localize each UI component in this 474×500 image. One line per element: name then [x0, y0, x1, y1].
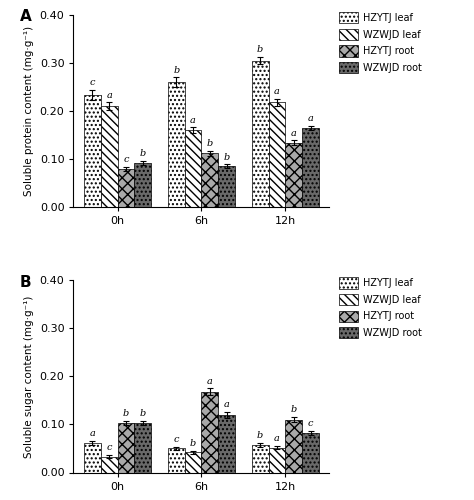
Bar	[218, 415, 235, 472]
Text: c: c	[90, 78, 95, 87]
Text: b: b	[257, 431, 264, 440]
Text: a: a	[224, 400, 229, 409]
Text: b: b	[123, 408, 129, 418]
Bar	[134, 163, 151, 207]
Legend: HZYTJ leaf, WZWJD leaf, HZYTJ root, WZWJD root: HZYTJ leaf, WZWJD leaf, HZYTJ root, WZWJ…	[337, 10, 424, 75]
Bar	[285, 420, 302, 472]
Bar	[168, 82, 185, 207]
Text: a: a	[207, 376, 213, 386]
Bar	[201, 154, 218, 207]
Text: a: a	[106, 90, 112, 100]
Text: b: b	[190, 439, 196, 448]
Bar	[185, 130, 201, 207]
Bar	[269, 102, 285, 207]
Bar	[252, 444, 269, 472]
Bar	[269, 448, 285, 472]
Text: b: b	[207, 139, 213, 148]
Bar	[168, 448, 185, 472]
Bar	[84, 442, 101, 472]
Bar	[185, 452, 201, 472]
Bar	[201, 392, 218, 472]
Text: a: a	[90, 429, 95, 438]
Y-axis label: Soluble protein content (mg·g⁻¹): Soluble protein content (mg·g⁻¹)	[24, 26, 34, 196]
Legend: HZYTJ leaf, WZWJD leaf, HZYTJ root, WZWJD root: HZYTJ leaf, WZWJD leaf, HZYTJ root, WZWJ…	[337, 276, 424, 340]
Bar	[101, 106, 118, 207]
Text: b: b	[291, 406, 297, 414]
Text: c: c	[123, 155, 128, 164]
Text: A: A	[20, 9, 31, 24]
Text: a: a	[274, 434, 280, 443]
Text: B: B	[20, 274, 31, 289]
Text: b: b	[257, 45, 264, 54]
Text: b: b	[139, 149, 146, 158]
Text: a: a	[291, 128, 297, 138]
Bar	[118, 169, 134, 207]
Bar	[101, 456, 118, 472]
Y-axis label: Soluble sugar content (mg·g⁻¹): Soluble sugar content (mg·g⁻¹)	[24, 295, 34, 458]
Bar	[134, 423, 151, 472]
Text: a: a	[190, 116, 196, 124]
Bar	[218, 166, 235, 207]
Bar	[84, 95, 101, 207]
Text: a: a	[308, 114, 313, 122]
Text: b: b	[173, 66, 179, 74]
Text: b: b	[139, 408, 146, 418]
Text: c: c	[308, 420, 313, 428]
Bar	[285, 143, 302, 207]
Text: a: a	[274, 87, 280, 96]
Bar	[118, 423, 134, 472]
Bar	[302, 128, 319, 207]
Bar	[252, 60, 269, 207]
Bar	[302, 433, 319, 472]
Text: c: c	[106, 444, 112, 452]
Text: b: b	[224, 152, 230, 162]
Text: c: c	[173, 435, 179, 444]
